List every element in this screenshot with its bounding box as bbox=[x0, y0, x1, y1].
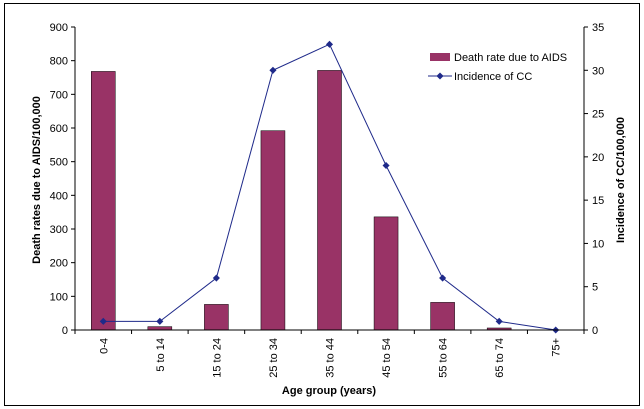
y-axis-title: Death rates due to AIDS/100,000 bbox=[31, 96, 43, 264]
line-group bbox=[99, 40, 560, 334]
point-incidence bbox=[439, 274, 447, 282]
bar-death-rate bbox=[91, 71, 116, 331]
point-incidence bbox=[382, 161, 390, 170]
legend: Death rate due to AIDS Incidence of CC bbox=[428, 52, 567, 83]
bar-death-rate bbox=[317, 70, 342, 331]
bar-death-rate bbox=[260, 130, 286, 331]
bar-death-rate bbox=[204, 304, 229, 331]
y-tick-label: 700 bbox=[50, 89, 68, 101]
legend-swatch-death-rate bbox=[430, 53, 450, 61]
y2-axis-title: Incidence of CC/100,000 bbox=[615, 117, 627, 243]
y-tick-label: 500 bbox=[50, 157, 68, 169]
y2-tick-label: 25 bbox=[592, 109, 604, 121]
x-tick-label: 55 to 64 bbox=[438, 338, 450, 378]
legend-label-incidence: Incidence of CC bbox=[454, 71, 532, 83]
y2-tick-label: 20 bbox=[592, 152, 604, 164]
x-tick-label: 35 to 44 bbox=[325, 338, 337, 378]
point-incidence bbox=[325, 40, 334, 48]
y-tick-label: 800 bbox=[50, 56, 68, 68]
x-tick-label: 0-4 bbox=[98, 338, 110, 354]
y-tick-label: 400 bbox=[50, 190, 68, 202]
axes-group: 0 100 200 300 400 500 600 700 800 900 0 5 10 15 20 25 30… bbox=[50, 22, 605, 378]
x-tick-label: 5 to 14 bbox=[155, 338, 167, 372]
y2-tick-label: 35 bbox=[592, 22, 604, 34]
x-tick-label: 45 to 54 bbox=[381, 338, 393, 378]
y-tick-label: 200 bbox=[50, 258, 68, 270]
x-tick-label: 65 to 74 bbox=[494, 338, 506, 378]
x-axis-title: Age group (years) bbox=[282, 385, 376, 397]
y-tick-label: 300 bbox=[50, 224, 68, 236]
point-incidence bbox=[212, 274, 220, 282]
y2-tick-label: 30 bbox=[592, 65, 604, 77]
legend-label-death-rate: Death rate due to AIDS bbox=[454, 52, 567, 64]
y2-tick-label: 5 bbox=[592, 282, 598, 294]
x-tick-label: 75+ bbox=[551, 338, 563, 357]
bar-death-rate bbox=[373, 216, 399, 331]
x-tick-label: 15 to 24 bbox=[211, 338, 223, 378]
point-incidence bbox=[495, 317, 503, 325]
y-tick-label: 0 bbox=[62, 325, 68, 337]
y2-tick-label: 15 bbox=[592, 195, 604, 207]
y-tick-label: 600 bbox=[50, 123, 68, 135]
y2-tick-label: 0 bbox=[592, 325, 598, 337]
bars-group bbox=[91, 70, 512, 331]
y-tick-label: 900 bbox=[50, 22, 68, 34]
y2-tick-label: 10 bbox=[592, 238, 604, 250]
point-incidence bbox=[269, 66, 277, 74]
legend-marker-incidence bbox=[436, 72, 444, 80]
point-incidence bbox=[99, 317, 107, 325]
bar-death-rate bbox=[147, 326, 173, 331]
bar-death-rate bbox=[430, 302, 455, 331]
point-incidence bbox=[156, 317, 164, 325]
y-tick-label: 100 bbox=[50, 291, 68, 303]
x-tick-label: 25 to 34 bbox=[268, 338, 280, 378]
